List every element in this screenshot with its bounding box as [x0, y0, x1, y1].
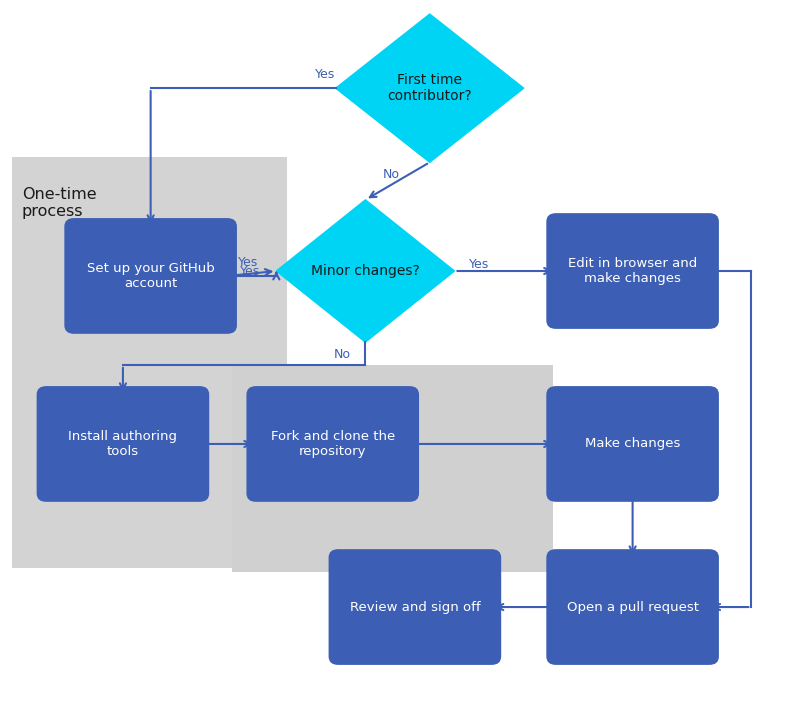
Polygon shape	[335, 14, 524, 163]
Text: No: No	[334, 348, 351, 361]
Text: Fork and clone the
repository: Fork and clone the repository	[271, 430, 395, 458]
FancyBboxPatch shape	[246, 386, 419, 502]
Text: Make changes: Make changes	[585, 438, 680, 451]
Text: Set up your GitHub
account: Set up your GitHub account	[86, 262, 214, 290]
FancyBboxPatch shape	[546, 549, 719, 665]
Text: Open a pull request: Open a pull request	[566, 600, 699, 614]
Text: Yes: Yes	[240, 265, 260, 279]
Text: Edit in browser and
make changes: Edit in browser and make changes	[568, 257, 697, 285]
Text: Install authoring
tools: Install authoring tools	[69, 430, 178, 458]
Polygon shape	[276, 200, 454, 342]
FancyBboxPatch shape	[329, 549, 501, 665]
FancyBboxPatch shape	[36, 386, 209, 502]
FancyBboxPatch shape	[546, 386, 719, 502]
Text: Yes: Yes	[469, 257, 490, 271]
Text: Minor changes?: Minor changes?	[311, 264, 420, 278]
Text: No: No	[383, 168, 400, 180]
FancyBboxPatch shape	[546, 213, 719, 329]
FancyBboxPatch shape	[12, 158, 287, 568]
Text: Yes: Yes	[315, 68, 335, 81]
FancyBboxPatch shape	[232, 365, 553, 573]
FancyBboxPatch shape	[65, 218, 237, 334]
Text: Review and sign off: Review and sign off	[350, 600, 480, 614]
Text: First time
contributor?: First time contributor?	[387, 73, 472, 103]
Text: One-time
process: One-time process	[22, 187, 97, 220]
Text: Yes: Yes	[238, 256, 258, 269]
